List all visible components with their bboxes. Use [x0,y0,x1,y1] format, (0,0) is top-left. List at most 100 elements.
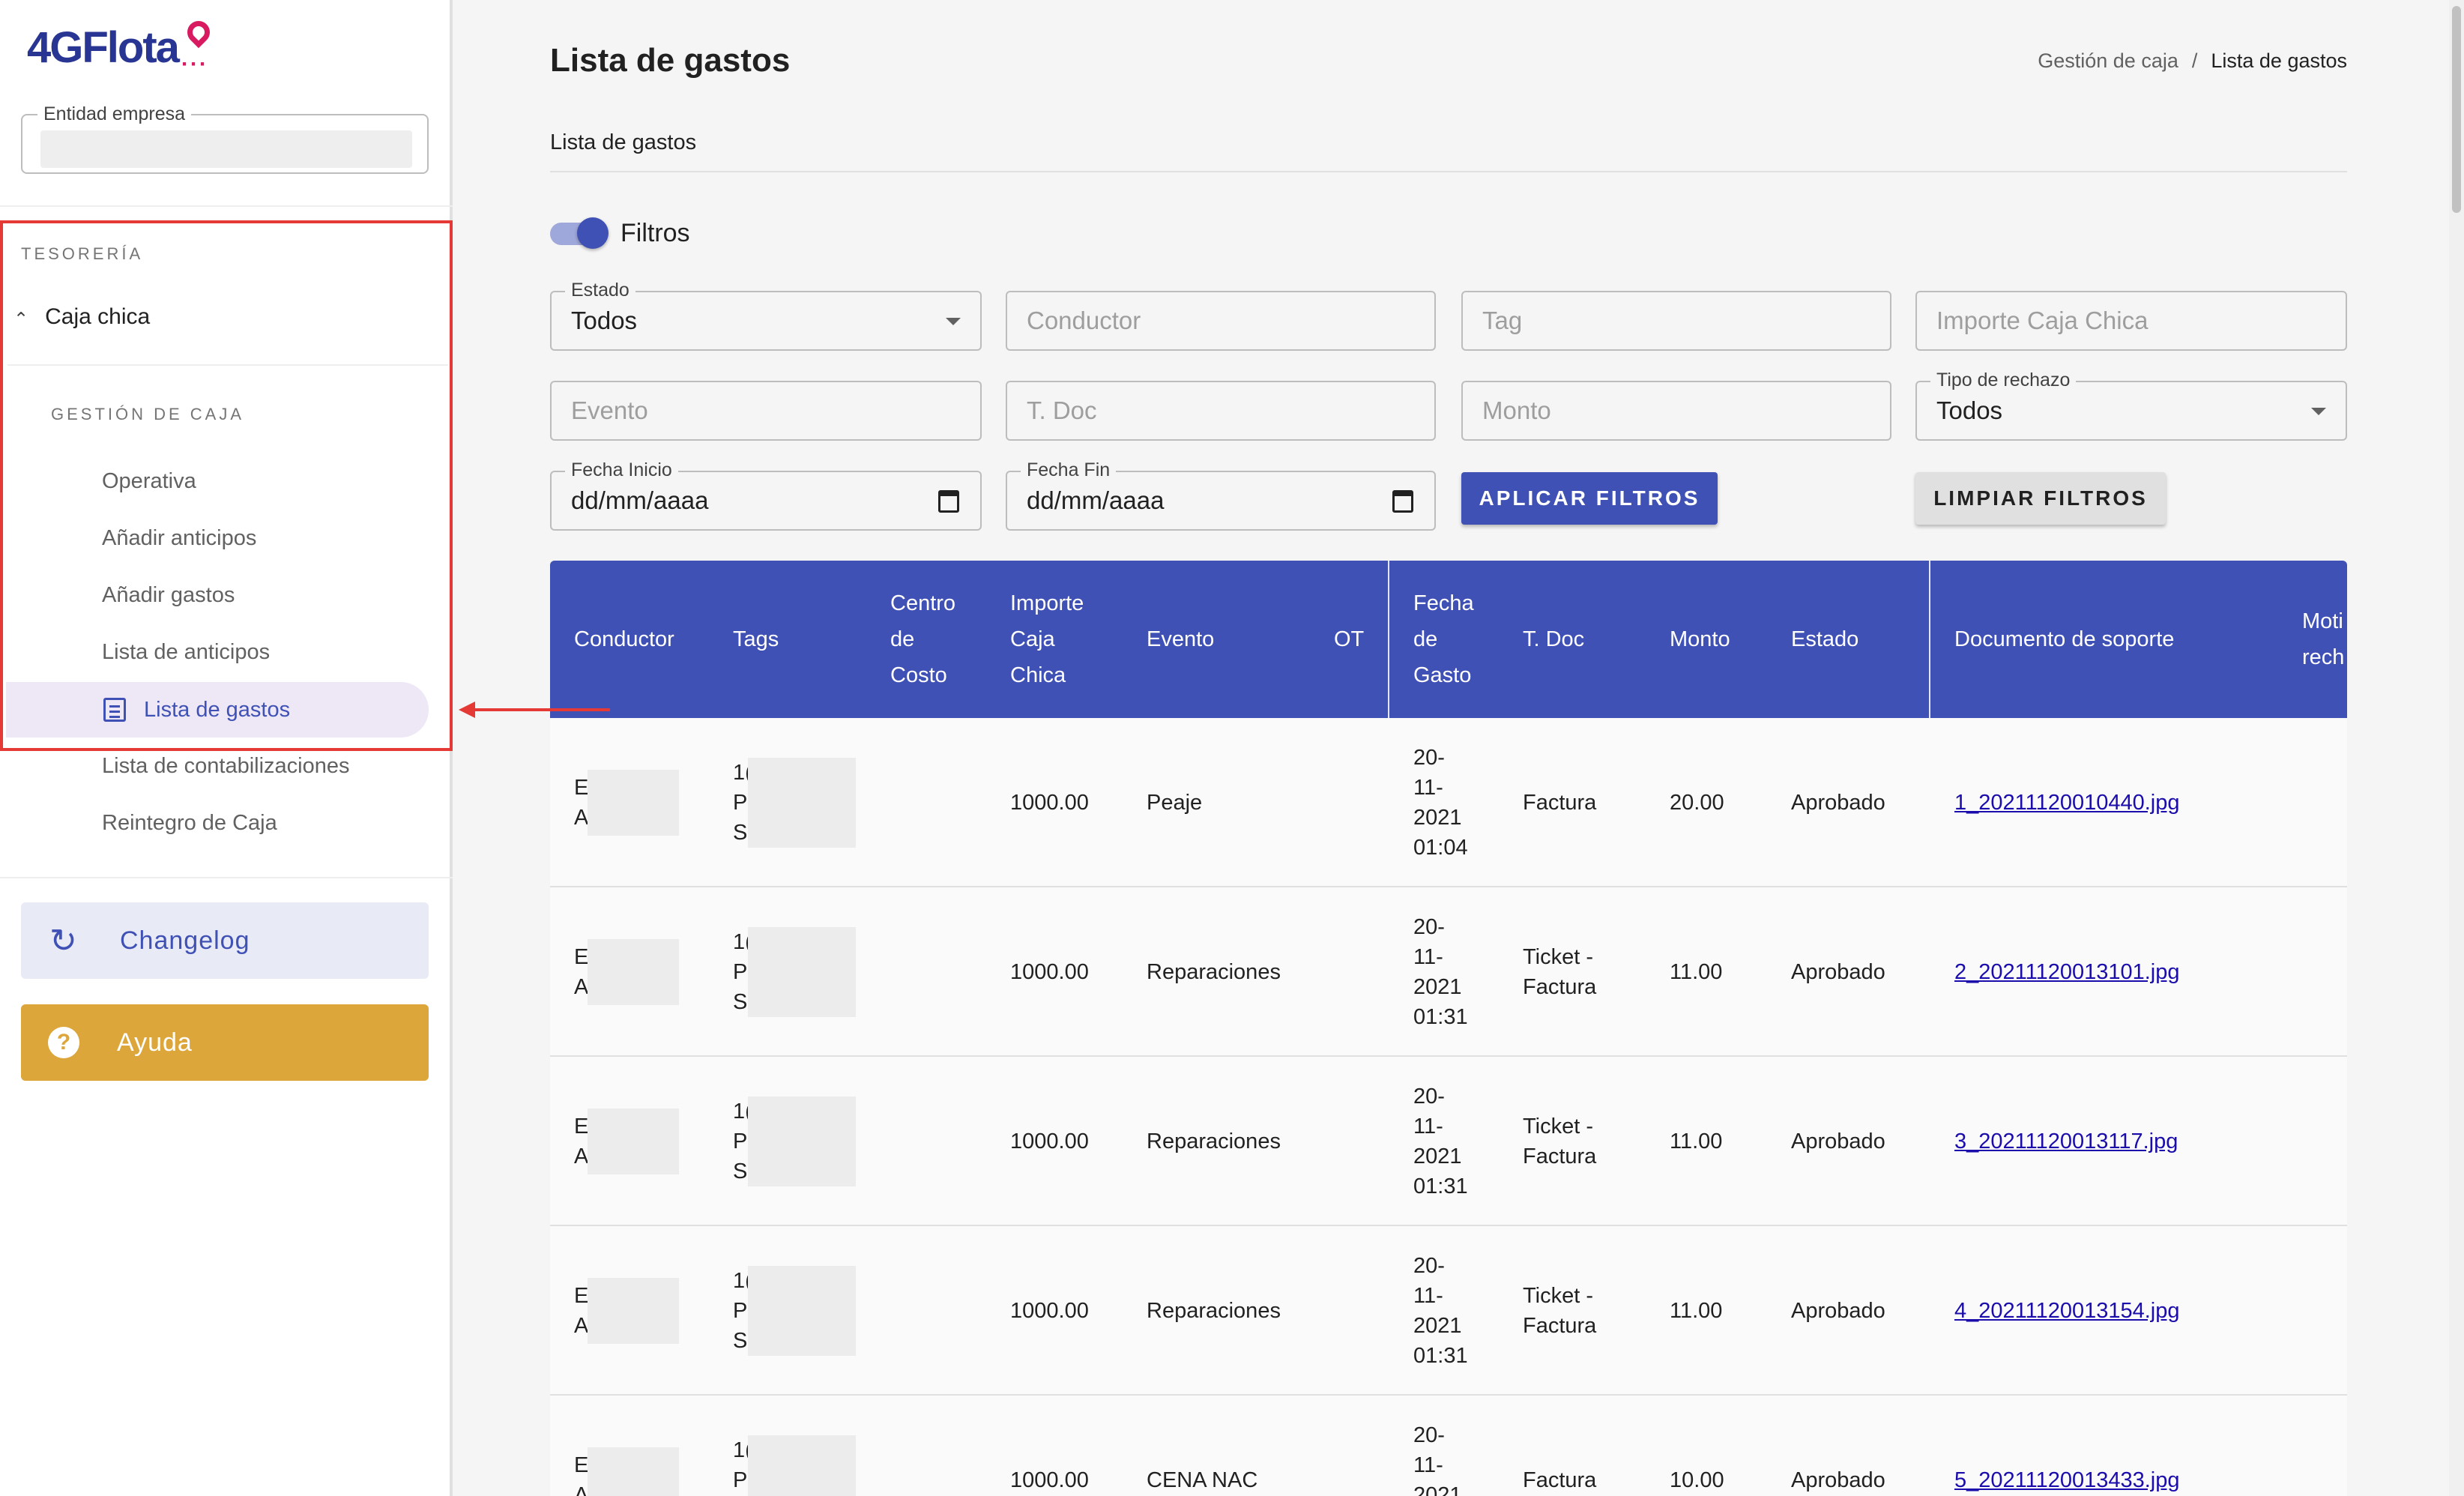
scrollbar-thumb[interactable] [2452,6,2461,213]
conductor-fragment: E [574,1284,589,1308]
col-importe-caja-chica[interactable]: Importe Caja Chica [1010,561,1084,718]
tipo-rechazo-value: Todos [1936,396,2003,424]
conductor-fragment: E [574,776,589,800]
cell-fecha-line: 01:31 [1413,1344,1468,1368]
col-centro-costo[interactable]: Centro de Costo [890,561,955,718]
tags-fragment: P [733,960,748,984]
conductor-fragment: A [574,975,589,999]
col-importe-line: Caja [1010,627,1055,651]
cell-tdoc-line: Ticket - [1523,1284,1593,1308]
cell-importe: 1000.00 [1010,960,1089,984]
conductor-fragment: A [574,806,589,830]
calendar-icon[interactable] [938,490,959,513]
expenses-table: Conductor Tags Centro de Costo Importe C… [550,561,2347,1496]
filters-toggle[interactable] [550,217,609,249]
col-evento[interactable]: Evento [1147,627,1215,651]
header-divider [1388,561,1389,718]
ayuda-label: Ayuda [117,1028,193,1057]
group-caja-chica[interactable]: ⌄ Caja chica [13,304,150,330]
cell-fecha-line: 01:31 [1413,1174,1468,1198]
entity-select[interactable]: Entidad empresa [21,103,429,174]
cell-monto: 11.00 [1670,1129,1723,1153]
sidebar-item-operativa[interactable]: Operativa [102,469,196,493]
col-fecha-gasto[interactable]: Fecha de Gasto [1413,561,1474,718]
document-link[interactable]: 1_20211120010440.jpg [1954,791,2180,815]
tag-input[interactable]: Tag [1461,291,1891,351]
tipo-rechazo-select[interactable]: Tipo de rechazo Todos [1915,370,2347,441]
tags-redacted [748,1097,856,1186]
tags-fragment: P [733,791,748,815]
importe-caja-chica-input[interactable]: Importe Caja Chica [1915,291,2347,351]
ayuda-button[interactable]: ? Ayuda [21,1004,429,1081]
sidebar-item-anadir-gastos[interactable]: Añadir gastos [102,583,235,607]
cell-fecha-line: 01:04 [1413,836,1468,860]
col-centro-costo-line: Centro [890,591,956,615]
calendar-icon[interactable] [1392,490,1413,513]
cell-tdoc-line: Factura [1523,1314,1597,1338]
sidebar-item-reintegro-caja[interactable]: Reintegro de Caja [102,811,277,835]
app-logo[interactable]: 4GFlota ··· [27,16,219,78]
document-link[interactable]: 3_20211120013117.jpg [1954,1129,2178,1153]
cell-fecha-line: 2021 [1413,1314,1462,1338]
sidebar-item-anadir-anticipos[interactable]: Añadir anticipos [102,526,257,550]
document-link[interactable]: 4_20211120013154.jpg [1954,1299,2180,1323]
estado-value: Todos [571,307,638,334]
cell-fecha-line: 20- [1413,915,1445,939]
col-ot[interactable]: OT [1334,627,1365,651]
conductor-input[interactable]: Conductor [1006,291,1436,351]
caret-down-icon [946,318,961,325]
sidebar: 4GFlota ··· Entidad empresa TESORERÍA ⌄ … [0,0,453,1496]
document-link[interactable]: 2_20211120013101.jpg [1954,960,2180,984]
col-estado[interactable]: Estado [1791,627,1859,651]
fecha-fin-input[interactable]: Fecha Fin dd/mm/aaaa [1006,459,1436,531]
note-add-icon [103,698,126,722]
table-row[interactable]: E A 1(P S 1000.00 Reparaciones 20- 11- 2021 01:31… [550,1226,2347,1396]
cell-evento: CENA NAC [1147,1468,1258,1492]
document-link[interactable]: 5_20211120013433.jpg [1954,1468,2180,1492]
help-circle-icon: ? [48,1027,79,1058]
col-conductor[interactable]: Conductor [574,627,674,651]
table-row[interactable]: E A 1(P S 1000.00 Peaje 20- 11- 2021 01:04 Factura… [550,718,2347,887]
apply-filters-button[interactable]: APLICAR FILTROS [1461,472,1718,525]
sidebar-divider [0,205,453,207]
cell-fecha-line: 2021 [1413,806,1462,830]
cell-fecha-line: 11- [1413,945,1443,969]
conductor-fragment: E [574,1453,589,1477]
cell-importe: 1000.00 [1010,1129,1089,1153]
fecha-inicio-input[interactable]: Fecha Inicio dd/mm/aaaa [550,459,982,531]
filters-toggle-label: Filtros [620,219,690,247]
table-row[interactable]: E A 1(P S 1000.00 Reparaciones 20- 11- 2021 01:31… [550,1057,2347,1226]
col-centro-costo-line: Costo [890,663,947,687]
col-motivo-rechazo[interactable]: Moti rech [2302,561,2344,718]
conductor-fragment: E [574,1115,589,1138]
col-tags[interactable]: Tags [733,627,779,651]
cell-fecha-line: 2021 [1413,1144,1462,1168]
tipo-rechazo-label: Tipo de rechazo [1930,370,2077,391]
conductor-redacted [588,1447,679,1496]
cell-evento: Reparaciones [1147,1299,1281,1323]
table-row[interactable]: E A 1(P S 1000.00 Reparaciones 20- 11- 2021 01:31… [550,887,2347,1057]
clear-filters-button[interactable]: LIMPIAR FILTROS [1915,472,2166,525]
sidebar-item-lista-gastos[interactable]: Lista de gastos [6,682,429,738]
changelog-button[interactable]: ↻ Changelog [21,902,429,979]
breadcrumb-gestion-caja[interactable]: Gestión de caja [2038,49,2178,72]
evento-input[interactable]: Evento [550,381,982,441]
cell-importe: 1000.00 [1010,1468,1089,1492]
cell-estado: Aprobado [1791,960,1885,984]
conductor-redacted [588,1278,679,1344]
page-scrollbar[interactable] [2449,0,2464,1496]
col-documento-soporte[interactable]: Documento de soporte [1954,627,2175,651]
estado-select[interactable]: Estado Todos [550,280,982,351]
monto-input[interactable]: Monto [1461,381,1891,441]
sidebar-item-lista-contabilizaciones[interactable]: Lista de contabilizaciones [102,754,350,778]
tdoc-input[interactable]: T. Doc [1006,381,1436,441]
header-divider [1929,561,1930,718]
conductor-fragment: A [574,1483,589,1496]
col-monto[interactable]: Monto [1670,627,1730,651]
col-tdoc[interactable]: T. Doc [1523,627,1585,651]
tags-fragment: S [733,1329,748,1353]
tags-fragment: P [733,1468,748,1492]
cell-monto: 10.00 [1670,1468,1724,1492]
sidebar-item-lista-anticipos[interactable]: Lista de anticipos [102,640,271,664]
